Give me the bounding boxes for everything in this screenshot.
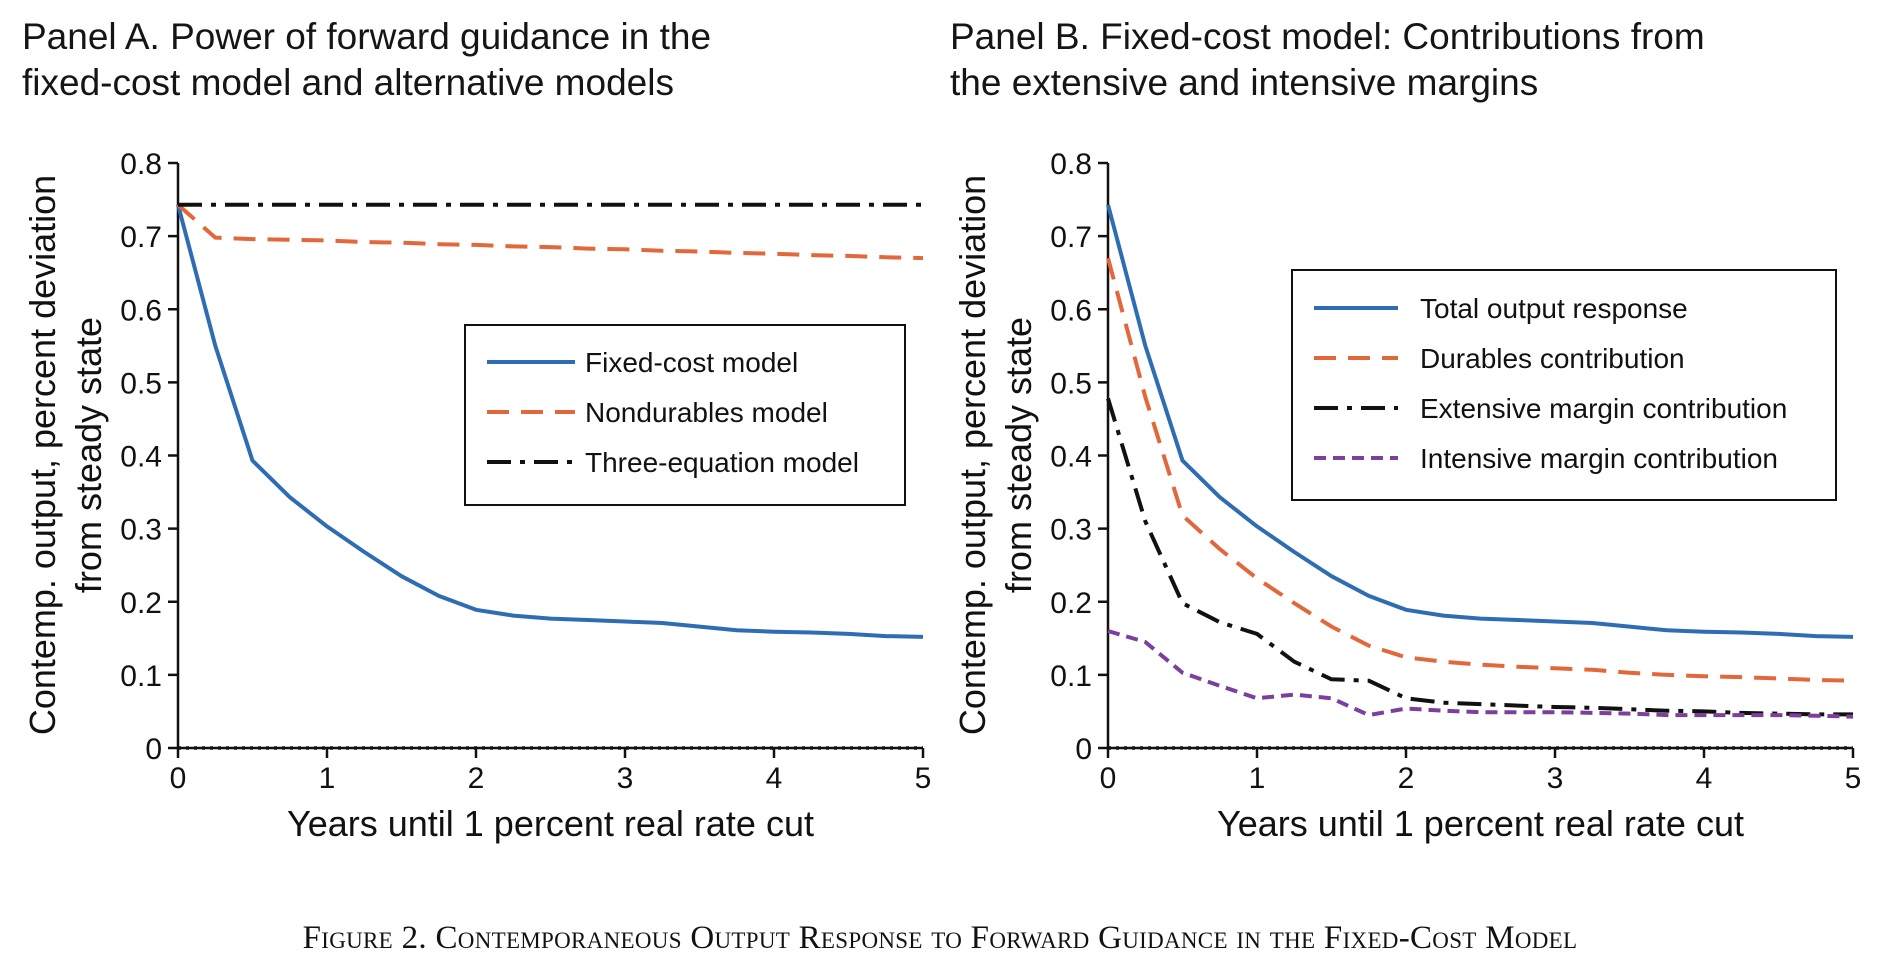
panel-b-y-axis-label-line-2: from steady state [998,317,1039,593]
panel-b-x-axis-label: Years until 1 percent real rate cut [1217,803,1744,844]
panel-b-y-tick-label: 0.7 [1050,221,1092,254]
panel-a-legend-label-1: Fixed-cost model [585,347,798,378]
panel-b-x-tick-label: 5 [1845,762,1862,795]
panel-a-legend-label-2: Nondurables model [585,397,828,428]
panel-b-legend-label-3: Extensive margin contribution [1420,393,1787,424]
panel-a-y-tick-label: 0.2 [120,587,162,620]
panel-b-series-1-line [1106,204,1854,639]
panel-a-x-tick-label: 1 [319,762,336,795]
panel-a-x-tick-label: 4 [766,762,783,795]
panel-a-x-tick-label: 2 [468,762,485,795]
panel-b-chart: 0 0.1 0.2 0.3 0.4 0.5 0.6 0.7 0.8 0 1 2 3 4 5 Years unt… [952,148,1862,844]
panel-a-legend [464,324,906,506]
panel-b-x-tick-label: 4 [1696,762,1713,795]
panel-b-y-tick-label: 0.5 [1050,367,1092,400]
panel-a-y-tick-label: 0.4 [120,441,162,474]
figure-caption: Figure 2. Contemporaneous Output Respons… [302,920,1578,956]
panel-b-y-tick-label: 0 [1075,733,1092,766]
panel-a-y-axis-label-line-1: Contemp. output, percent deviation [22,175,63,735]
panel-a-x-axis-label: Years until 1 percent real rate cut [287,803,814,844]
panel-b-y-tick-label: 0.6 [1050,294,1092,327]
panel-a-series-1-line [176,204,924,639]
panel-b-x-tick-label: 2 [1398,762,1415,795]
panel-b-y-axis-label-line-1: Contemp. output, percent deviation [952,175,993,735]
panel-a-y-tick-label: 0.5 [120,367,162,400]
panel-a-y-tick-label: 0 [145,733,162,766]
panel-b-title-line-1: Panel B. Fixed-cost model: Contributions… [950,16,1705,57]
panel-b-title: Panel B. Fixed-cost model: Contributions… [950,14,1850,106]
panel-a-x-tick-label: 0 [170,762,187,795]
panel-a-y-tick-label: 0.1 [120,660,162,693]
panel-b-legend-label-1: Total output response [1420,293,1688,324]
panel-a-title-line-1: Panel A. Power of forward guidance in th… [22,16,712,57]
panel-b-series-2-line [1106,257,1854,683]
panel-a-y-axis-label-line-2: from steady state [68,317,109,593]
panel-b-legend-label-4: Intensive margin contribution [1420,443,1778,474]
panel-b-x-tick-label: 3 [1547,762,1564,795]
panel-b-x-tick-label: 1 [1249,762,1266,795]
panel-a-y-tick-label: 0.8 [120,148,162,181]
panel-a-y-tick-label: 0.6 [120,294,162,327]
panel-b-series-4-line [1107,629,1854,719]
panel-a-chart: 0 0.1 0.2 0.3 0.4 0.5 0.6 0.7 0.8 0 1 2 3 4 5 Years unt… [22,148,932,844]
panel-b-title-line-2: the extensive and intensive margins [950,62,1539,103]
panel-b-series-3-line [1106,397,1853,717]
panel-a-title-line-2: fixed-cost model and alternative models [22,62,674,103]
panel-b-y-tick-label: 0.1 [1050,660,1092,693]
panel-b-y-tick-label: 0.2 [1050,587,1092,620]
panel-a-legend-label-3: Three-equation model [585,447,859,478]
panel-a-y-tick-label: 0.7 [120,221,162,254]
panel-a-x-tick-label: 5 [915,762,932,795]
panel-b-y-tick-label: 0.3 [1050,514,1092,547]
panel-a-y-tick-label: 0.3 [120,514,162,547]
panel-b-y-tick-label: 0.4 [1050,441,1092,474]
panel-a-x-tick-label: 3 [617,762,634,795]
panel-b-y-tick-label: 0.8 [1050,148,1092,181]
panel-a-title: Panel A. Power of forward guidance in th… [22,14,902,106]
panel-a-series-2-line [176,203,924,261]
panel-b-legend-label-2: Durables contribution [1420,343,1685,374]
panel-b-x-tick-label: 0 [1100,762,1117,795]
